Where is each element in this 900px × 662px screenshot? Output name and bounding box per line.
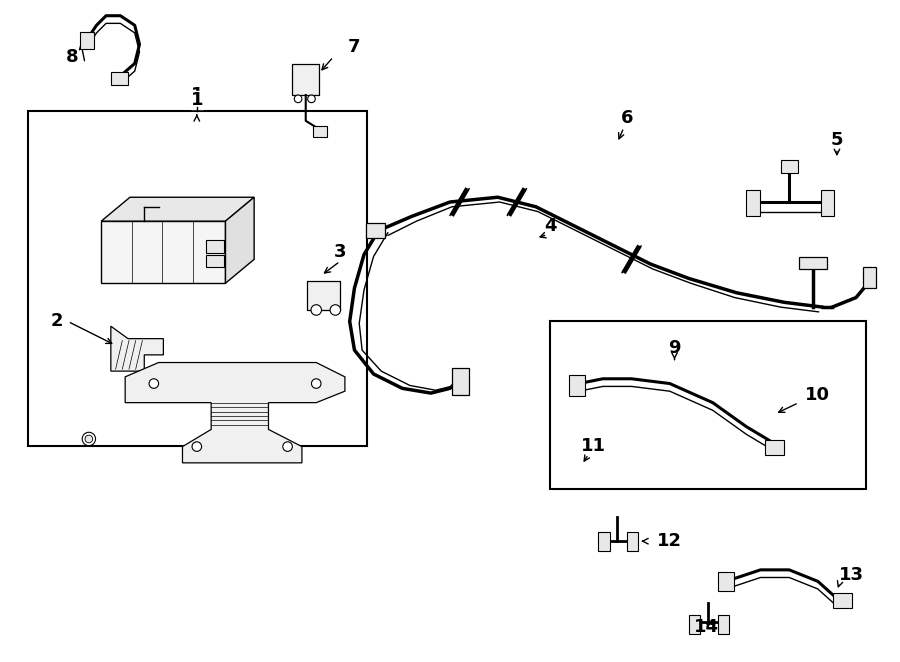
Text: 6: 6 [620,109,633,127]
Polygon shape [111,326,164,371]
Bar [688,615,700,634]
Bar [798,258,827,269]
Text: 1: 1 [191,95,203,114]
Bar [80,32,94,49]
Text: 14: 14 [694,618,718,636]
Text: 4: 4 [544,217,556,235]
Bar [102,221,226,283]
Text: 1: 1 [191,91,203,109]
Circle shape [311,379,321,389]
Bar [366,223,385,238]
Circle shape [294,95,302,103]
Circle shape [192,442,202,451]
Text: 7: 7 [348,38,361,56]
Bar [111,72,128,85]
Polygon shape [125,363,345,463]
Bar [206,240,223,253]
Bar [206,255,223,267]
Text: 13: 13 [839,565,864,584]
Text: 8: 8 [67,48,79,66]
Text: 2: 2 [50,312,63,330]
Circle shape [330,305,340,315]
Bar [780,160,797,173]
Text: 5: 5 [831,131,843,149]
Circle shape [308,95,315,103]
Bar [821,189,834,216]
Text: 3: 3 [334,243,346,261]
Circle shape [283,442,293,451]
Bar [833,592,852,608]
Text: 10: 10 [806,386,831,404]
Bar [746,189,760,216]
Circle shape [149,379,158,389]
Bar [765,440,785,455]
Text: 1: 1 [191,86,203,104]
Bar [307,281,340,310]
Text: 12: 12 [657,532,682,550]
Bar [598,532,609,551]
Bar [452,368,469,395]
Circle shape [82,432,95,446]
Circle shape [85,435,93,443]
Bar [292,64,320,95]
Text: 11: 11 [580,437,606,455]
Bar [570,375,585,396]
Bar [313,126,327,137]
Polygon shape [102,197,254,221]
Bar [717,615,729,634]
Text: 9: 9 [669,339,680,357]
Bar [863,267,876,288]
Bar [28,111,367,446]
Polygon shape [226,197,254,283]
Circle shape [311,305,321,315]
Bar [718,572,734,591]
Bar [626,532,638,551]
Bar [550,322,866,489]
